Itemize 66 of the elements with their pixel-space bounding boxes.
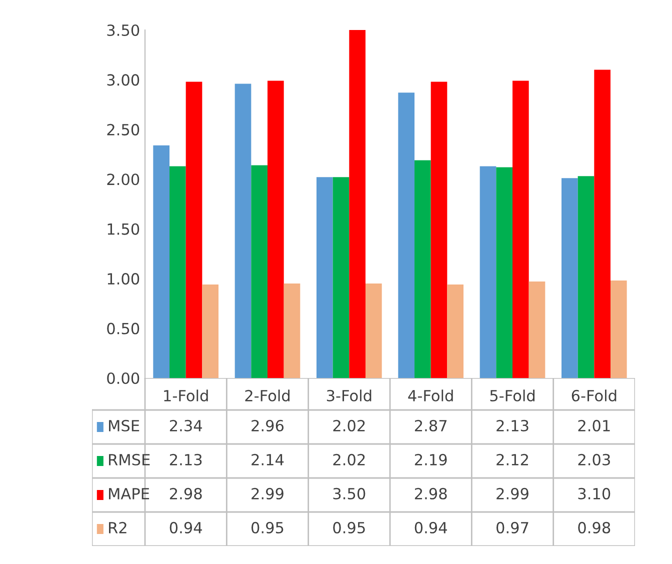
x-tick-label: 6-Fold: [572, 390, 616, 402]
bar: [578, 176, 594, 378]
data-label: 2.01: [578, 420, 610, 432]
bar: [430, 82, 448, 378]
data-label: 2.13: [496, 420, 528, 432]
data-label: 2.98: [414, 488, 447, 500]
data-label: 0.94: [170, 522, 202, 534]
bar: [316, 177, 333, 378]
data-label: 2.98: [170, 488, 202, 500]
bar: [447, 284, 464, 378]
legend-label: MSE: [109, 420, 140, 432]
data-label: 2.99: [252, 488, 284, 500]
data-label: 2.02: [333, 420, 365, 432]
bar: [414, 160, 431, 378]
bar: [186, 82, 202, 378]
x-tick-label: 2-Fold: [245, 390, 290, 402]
legend-label: MAPE: [109, 488, 150, 500]
legend-label: RMSE: [109, 454, 150, 466]
bar: [332, 177, 350, 378]
data-label: 2.13: [170, 454, 202, 466]
bar: [349, 30, 366, 378]
data-label: 2.14: [252, 454, 284, 466]
bar: [398, 92, 414, 378]
x-tick-label: 5-Fold: [490, 390, 534, 402]
y-tick-label: 2.50: [107, 124, 140, 136]
y-tick-label: 0.00: [107, 372, 140, 384]
data-label: 2.99: [496, 488, 528, 500]
y-tick-label: 1.00: [108, 273, 140, 285]
x-tick-label: 3-Fold: [326, 390, 372, 402]
data-label: 2.96: [252, 420, 284, 432]
data-label: 0.95: [252, 522, 284, 534]
y-tick-label: 2.00: [107, 174, 140, 186]
y-tick-label: 3.00: [107, 74, 140, 86]
data-label: 3.10: [578, 488, 610, 500]
data-label: 0.97: [496, 522, 528, 534]
bar: [251, 165, 268, 378]
bar: [170, 166, 186, 378]
bar: [594, 70, 610, 378]
data-label: 2.02: [333, 454, 365, 466]
legend-label: R2: [109, 522, 126, 534]
y-tick-label: 1.50: [108, 223, 140, 235]
data-label: 2.19: [414, 454, 447, 466]
data-label: 2.34: [170, 420, 202, 432]
bar: [512, 80, 529, 378]
data-label: 0.95: [333, 522, 365, 534]
bar: [496, 167, 512, 378]
bar: [366, 284, 382, 378]
data-label: 2.12: [496, 454, 528, 466]
bar: [153, 145, 170, 378]
y-tick-label: 0.50: [107, 322, 140, 334]
data-label: 3.50: [333, 488, 366, 500]
data-label: 2.87: [414, 420, 447, 432]
x-tick-label: 4-Fold: [408, 390, 453, 402]
bar: [610, 280, 627, 378]
x-tick-label: 1-Fold: [164, 390, 208, 402]
bar: [480, 166, 496, 378]
bar: [562, 178, 578, 378]
data-label: 2.03: [578, 454, 610, 466]
y-tick-label: 3.50: [107, 24, 140, 36]
data-label: 0.98: [578, 522, 610, 534]
bar: [234, 84, 252, 378]
data-label: 0.94: [414, 522, 447, 534]
bar: [202, 284, 218, 378]
bar: [528, 282, 546, 378]
bar: [268, 80, 284, 378]
bar: [284, 284, 300, 378]
